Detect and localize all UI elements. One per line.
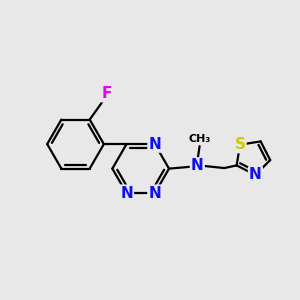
Text: F: F <box>102 86 112 101</box>
Text: N: N <box>148 186 161 201</box>
Text: S: S <box>235 137 245 152</box>
Text: N: N <box>191 158 204 173</box>
Text: N: N <box>120 186 133 201</box>
Text: N: N <box>148 136 161 152</box>
Text: CH₃: CH₃ <box>188 134 211 144</box>
Text: N: N <box>249 167 262 182</box>
